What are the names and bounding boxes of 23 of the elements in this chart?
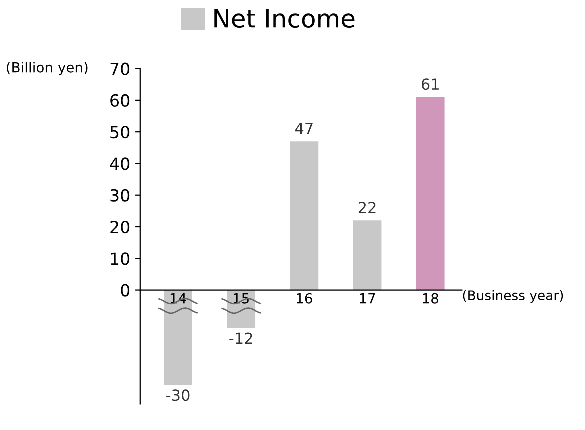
bar <box>353 220 382 290</box>
y-axis-title: (Billion yen) <box>7 62 88 76</box>
y-tick-label: 20 <box>110 220 130 234</box>
y-tick-label: 60 <box>110 94 130 108</box>
y-tick-label: 70 <box>110 62 130 76</box>
data-label: -30 <box>166 390 190 402</box>
x-tick-label: 18 <box>423 293 438 304</box>
x-tick-label: 17 <box>360 293 376 304</box>
y-tick-label: 0 <box>121 284 130 297</box>
y-tick-label: 40 <box>110 158 130 170</box>
y-tick-label: 50 <box>110 126 130 139</box>
data-label: 47 <box>295 123 313 134</box>
y-tick-label: 10 <box>111 252 130 266</box>
bar <box>416 97 445 290</box>
bar <box>290 142 319 290</box>
bar <box>164 290 192 386</box>
data-label: 61 <box>422 78 439 90</box>
data-label: 22 <box>358 202 376 214</box>
x-axis-title: (Business year) <box>463 290 564 304</box>
data-label: -12 <box>230 332 252 344</box>
legend-label: Net Income <box>214 9 355 28</box>
x-tick-label: 16 <box>297 293 312 304</box>
y-tick-label: 30 <box>110 189 130 202</box>
